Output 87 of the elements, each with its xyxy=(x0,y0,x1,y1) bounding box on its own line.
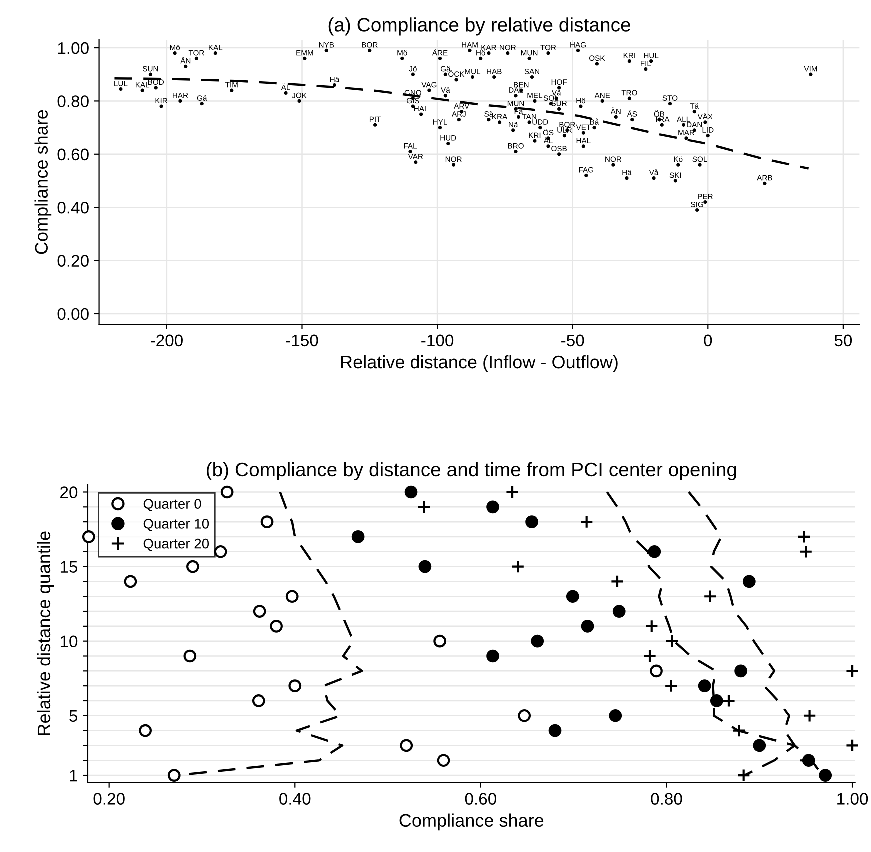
point xyxy=(124,575,138,588)
point xyxy=(819,769,832,782)
x-tick-label: -200 xyxy=(151,334,183,347)
point xyxy=(704,590,718,604)
x-tick-label: -100 xyxy=(422,334,454,347)
x-tick-label: 0.40 xyxy=(280,793,311,805)
y-tick-label: 0.80 xyxy=(58,96,89,108)
point xyxy=(288,680,302,692)
chart-title: (a) Compliance by relative distance xyxy=(328,18,630,36)
y-tick-label: 15 xyxy=(60,561,78,573)
point xyxy=(650,664,663,678)
point xyxy=(581,620,594,633)
y-tick-label: 0.40 xyxy=(58,202,89,214)
point xyxy=(645,620,659,634)
point xyxy=(260,516,274,528)
y-tick-label: 0.60 xyxy=(58,148,89,161)
point xyxy=(802,709,817,723)
point xyxy=(846,664,860,678)
point xyxy=(797,530,812,544)
point xyxy=(732,724,746,738)
point xyxy=(610,574,624,589)
y-tick-label: 10 xyxy=(60,636,78,648)
point xyxy=(566,590,580,604)
point xyxy=(548,724,562,738)
point xyxy=(286,590,299,604)
y-tick-label: 5 xyxy=(70,710,78,722)
point xyxy=(418,560,432,574)
point xyxy=(417,500,432,514)
y-axis-title: Compliance share xyxy=(34,110,52,254)
y-axis-title: Relative distance quantile xyxy=(37,532,54,736)
point xyxy=(531,634,544,648)
point xyxy=(400,739,414,752)
point xyxy=(742,575,756,588)
x-tick-label: 0 xyxy=(704,334,712,347)
point xyxy=(220,486,234,499)
point xyxy=(252,694,266,708)
point xyxy=(434,634,446,648)
point xyxy=(710,694,724,708)
point xyxy=(511,560,525,574)
chart-title: (b) Compliance by distance and time from PCI center opening xyxy=(207,462,736,480)
point xyxy=(846,738,860,753)
point xyxy=(214,545,228,558)
legend-label: Quarter 10 xyxy=(144,519,210,532)
point xyxy=(253,605,266,618)
y-tick-label: 20 xyxy=(60,486,78,498)
x-tick-label: 50 xyxy=(834,334,852,347)
point xyxy=(665,634,680,648)
x-tick-label: 0.80 xyxy=(651,793,682,805)
y-tick-label: 0.20 xyxy=(58,255,89,267)
point xyxy=(486,500,500,514)
y-tick-label: 1.00 xyxy=(58,42,89,54)
point xyxy=(609,709,622,722)
point xyxy=(580,515,594,529)
point xyxy=(736,768,751,782)
y-tick-label: 0.00 xyxy=(58,308,89,320)
y-tick-label: 1 xyxy=(70,770,78,782)
point xyxy=(664,679,678,693)
point xyxy=(698,680,712,692)
point xyxy=(722,694,736,708)
point xyxy=(799,545,813,559)
point xyxy=(612,605,626,618)
x-tick-label: 1.00 xyxy=(838,793,868,805)
point xyxy=(486,650,500,663)
x-tick-label: 0.20 xyxy=(94,793,125,805)
point xyxy=(734,664,748,678)
point xyxy=(270,620,283,633)
point xyxy=(404,486,418,499)
x-tick-label: 0.60 xyxy=(465,793,497,805)
point xyxy=(648,545,662,558)
x-axis-title: Compliance share xyxy=(400,814,544,831)
point xyxy=(437,754,450,768)
point xyxy=(186,560,200,574)
x-tick-label: -150 xyxy=(286,334,318,347)
point xyxy=(526,516,538,528)
point xyxy=(506,485,520,500)
point xyxy=(753,739,766,752)
legend-label: Quarter 0 xyxy=(144,499,202,512)
x-tick-label: -50 xyxy=(562,334,584,347)
point xyxy=(82,530,96,544)
point xyxy=(643,649,657,664)
point xyxy=(168,769,181,782)
legend-label: Quarter 20 xyxy=(144,538,210,552)
point xyxy=(184,650,197,663)
point xyxy=(139,724,152,738)
x-axis-title: Relative distance (Inflow - Outflow) xyxy=(341,355,618,372)
point xyxy=(518,709,532,722)
point xyxy=(352,530,365,544)
